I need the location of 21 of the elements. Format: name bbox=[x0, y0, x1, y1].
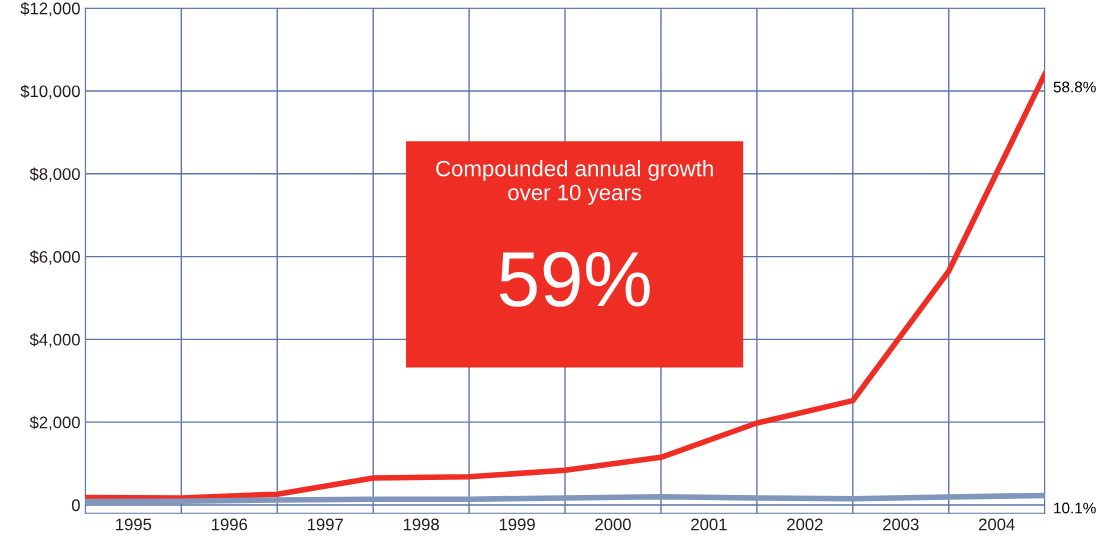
x-tick-label: 1999 bbox=[499, 518, 535, 531]
x-tick-label: 1996 bbox=[212, 518, 248, 531]
y-tick-label: $8,000 bbox=[29, 167, 80, 182]
x-tick-label: 2004 bbox=[979, 518, 1015, 531]
x-tick-label: 1995 bbox=[116, 518, 152, 531]
x-tick-label: 2002 bbox=[787, 518, 823, 531]
annotation: 59% bbox=[499, 251, 650, 307]
y-tick-label: $4,000 bbox=[29, 333, 80, 348]
y-tick-label: $12,000 bbox=[20, 1, 80, 17]
y-tick-label: $2,000 bbox=[29, 415, 80, 431]
annotation: 10.1% bbox=[1054, 502, 1096, 514]
x-tick-label: 2000 bbox=[595, 518, 631, 531]
x-tick-label: 2001 bbox=[691, 518, 727, 531]
y-tick-label: $10,000 bbox=[20, 84, 80, 100]
y-tick-label: $6,000 bbox=[29, 250, 80, 265]
x-tick-label: 2003 bbox=[883, 518, 919, 531]
x-tick-label: 1998 bbox=[403, 518, 439, 531]
x-tick-label: 1997 bbox=[307, 518, 343, 531]
annotation: Compounded annual growth over 10 years bbox=[436, 160, 713, 205]
annotation: 58.8% bbox=[1053, 81, 1096, 93]
y-tick-label: 0 bbox=[71, 499, 80, 512]
